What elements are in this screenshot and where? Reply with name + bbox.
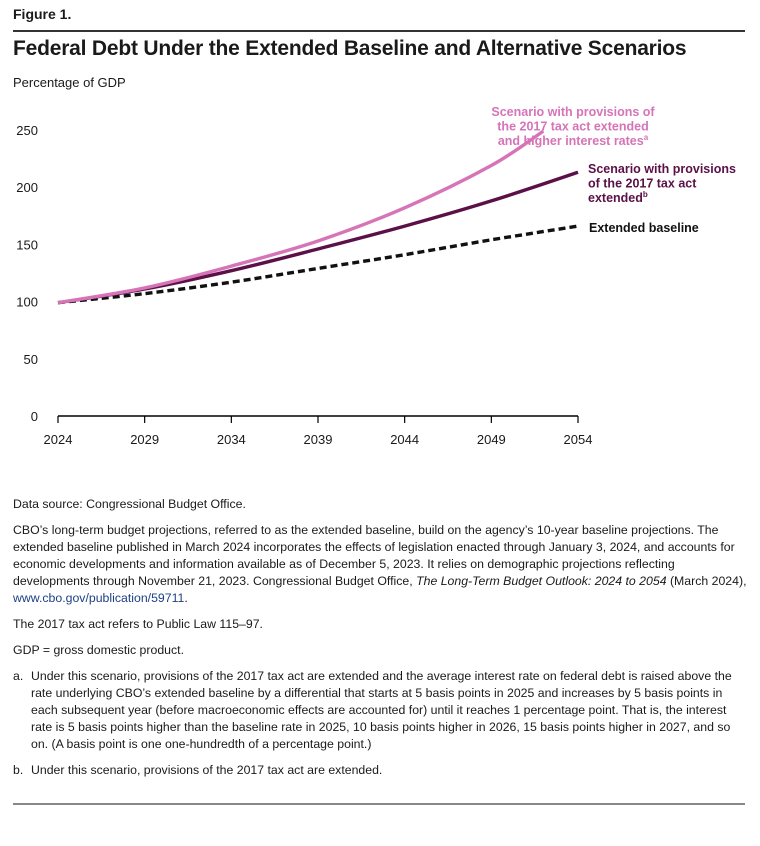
data-source-note: Data source: Congressional Budget Office… [13,497,246,511]
note-period: . [184,591,188,605]
tax-act-note: The 2017 tax act refers to Public Law 11… [13,617,263,631]
note-text: CBO’s long-term budget projections, refe… [13,523,735,588]
footnote-a-letter: a. [13,669,24,683]
label-line: and higher interest rates [498,134,644,148]
tax-act-extended-label: Scenario with provisions of the 2017 tax … [588,162,736,205]
y-tick-label-50: 50 [24,352,38,367]
x-tick-label-2049: 2049 [477,432,506,447]
figure-notes: Data source: Congressional Budget Office… [13,496,748,788]
chart-title: Federal Debt Under the Extended Baseline… [13,37,687,60]
extended-baseline-label: Extended baseline [589,221,699,235]
y-tick-label-0: 0 [31,409,38,424]
report-title: The Long-Term Budget Outlook: 2024 to 20… [416,574,667,588]
footnote-superscript: b [643,190,648,199]
footnote-b-letter: b. [13,763,24,777]
footnote-a-text: Under this scenario, provisions of the 2… [31,669,732,751]
y-tick-label-200: 200 [16,180,38,195]
top-rule [13,30,745,32]
x-tick-label-2044: 2044 [390,432,419,447]
tax-act-extended-line [57,170,579,305]
label-line: Scenario with provisions [588,162,736,176]
label-line: extended [588,191,643,205]
footnote-a: a. Under this scenario, provisions of th… [13,668,748,753]
y-tick-label-100: 100 [16,295,38,310]
line-chart: 0 50 100 150 200 250 2024 2029 2034 2039 2044 2049 2… [16,105,736,447]
footnote-b-text: Under this scenario, provisions of the 2… [31,763,383,777]
x-tick-label-2034: 2034 [217,432,246,447]
note-text-date: (March 2024), [666,574,747,588]
y-tick-label-150: 150 [16,237,38,252]
x-tick-label-2039: 2039 [304,432,333,447]
publication-link[interactable]: www.cbo.gov/publication/59711 [13,591,185,605]
figure-label: Figure 1. [13,6,72,22]
label-line: Extended baseline [589,221,699,235]
footnote-superscript: a [644,133,649,142]
footnote-b: b. Under this scenario, provisions of th… [13,762,748,779]
x-tick-label-2054: 2054 [564,432,593,447]
x-tick-label-2029: 2029 [130,432,159,447]
high-rates-line [57,129,545,305]
x-tick-label-2024: 2024 [44,432,73,447]
bottom-rule [13,803,745,805]
label-line: the 2017 tax act extended [497,120,648,134]
y-tick-label-250: 250 [16,123,38,138]
label-line: of the 2017 tax act [588,177,697,191]
y-axis-units-label: Percentage of GDP [13,75,126,90]
gdp-note: GDP = gross domestic product. [13,643,184,657]
high-rates-label: Scenario with provisions of the 2017 tax … [491,105,655,148]
label-line: Scenario with provisions of [491,105,655,119]
extended-baseline-note: CBO’s long-term budget projections, refe… [13,522,748,607]
